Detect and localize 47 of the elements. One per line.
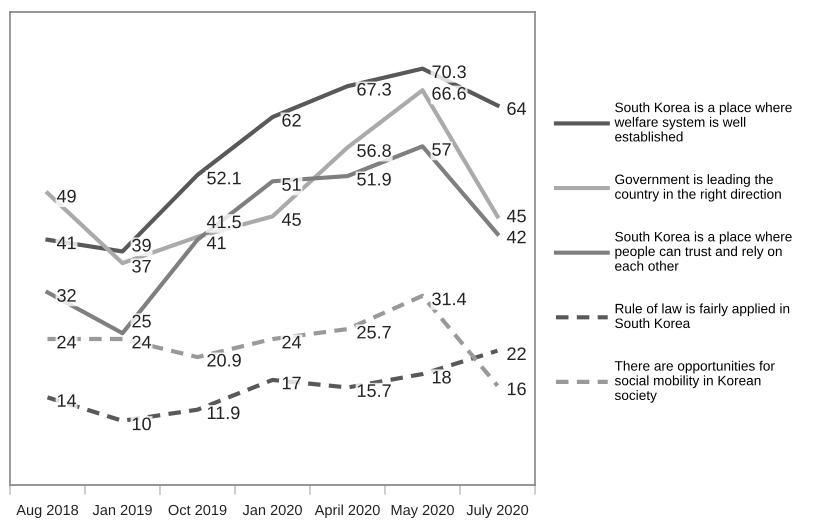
data-label: 16 [508, 382, 526, 396]
data-label: 57 [432, 143, 451, 156]
legend-label: South Korea is a place where people can trust and rely on each other [615, 231, 792, 271]
data-label: 41.5 [206, 216, 241, 228]
x-tick-label: Jan 2019 [92, 504, 152, 516]
x-tick-label: July 2020 [466, 504, 528, 518]
legend-label: South Korea is a place where welfare system is well established [614, 102, 792, 142]
data-label: 39 [132, 238, 151, 252]
data-label: 37 [132, 260, 151, 273]
legend-label: Rule of law is fairly applied in South Korea [615, 303, 790, 328]
data-label: 42 [506, 230, 526, 244]
x-tick-label: Jan 2020 [242, 504, 302, 516]
x-tick-label: April 2020 [314, 504, 380, 518]
data-label: 56.8 [357, 144, 391, 157]
data-label: 25 [132, 314, 151, 328]
data-label: 22 [507, 347, 526, 360]
x-tick-label: Aug 2018 [16, 504, 78, 518]
data-label: 24 [132, 336, 152, 348]
data-label: 32 [57, 289, 76, 302]
data-label: 45 [282, 213, 301, 226]
data-label: 51 [282, 178, 301, 191]
data-label: 10 [132, 418, 151, 430]
data-label: 62 [282, 114, 301, 127]
data-label: 24 [282, 336, 302, 348]
data-label: 25.7 [357, 326, 391, 339]
data-label: 17 [282, 376, 301, 390]
data-label: 52.1 [207, 172, 241, 184]
data-label: 49 [56, 190, 76, 203]
data-label: 41 [56, 236, 76, 250]
legend-label: Government is leading the country in the right direction [615, 174, 781, 202]
data-label: 31.4 [432, 292, 466, 306]
data-label: 64 [507, 102, 526, 115]
data-label: 41 [206, 236, 226, 250]
data-label: 70.3 [432, 65, 466, 78]
data-label: 15.7 [358, 384, 391, 397]
x-tick-label: May 2020 [392, 504, 454, 518]
data-label: 51.9 [357, 172, 391, 186]
data-label: 67.3 [357, 82, 391, 96]
data-label: 66.6 [432, 86, 466, 100]
data-label: 45 [506, 210, 526, 222]
data-label: 11.9 [208, 406, 240, 420]
legend-label: There are opportunities for social mobility in Korean society [614, 360, 775, 403]
data-label: 18 [432, 370, 451, 384]
x-tick-label: Oct 2019 [168, 504, 226, 516]
data-label: 20.9 [207, 354, 241, 367]
data-label: 14 [58, 394, 76, 407]
data-label: 24 [57, 336, 76, 348]
